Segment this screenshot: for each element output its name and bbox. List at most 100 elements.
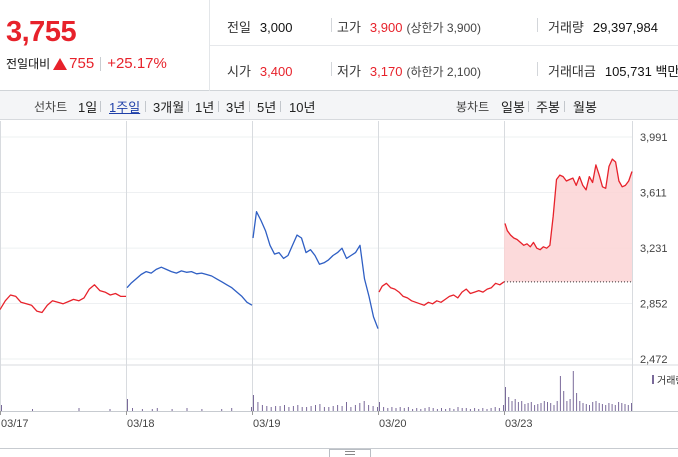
y-tick-label: 3,231 xyxy=(640,243,668,255)
volume-bar xyxy=(547,402,548,411)
low-value: 3,170 xyxy=(369,64,403,79)
high-value: 3,900 xyxy=(369,20,403,35)
divider xyxy=(528,101,529,112)
volume-bar xyxy=(486,409,488,411)
volume-bar xyxy=(461,408,463,411)
price-box: 3,755 전일대비 755 +25.17% xyxy=(0,0,210,91)
change-row: 전일대비 755 +25.17% xyxy=(6,55,167,72)
volume-bar xyxy=(553,405,555,411)
volume-bar xyxy=(608,403,610,411)
open-label: 시가 xyxy=(227,64,251,79)
volume-bar xyxy=(490,408,492,411)
divider xyxy=(564,101,565,112)
volume-bar xyxy=(474,408,476,411)
x-tick-label: 03/23 xyxy=(505,418,533,430)
y-tick-label: 3,611 xyxy=(640,188,667,200)
volume-bar xyxy=(424,408,426,411)
volume-bar xyxy=(387,408,389,411)
divider xyxy=(537,62,538,76)
volume-bar xyxy=(498,408,500,411)
change-percent: +25.17% xyxy=(107,55,167,72)
volume-bar xyxy=(503,405,504,411)
trade-value-stat: 거래대금 105,731 백만 xyxy=(548,61,678,80)
volume-bar xyxy=(132,408,133,411)
y-tick-label: 2,852 xyxy=(640,298,668,310)
period-3y[interactable]: 3년 xyxy=(226,100,246,115)
volume-bar xyxy=(156,408,158,411)
volume-bar xyxy=(428,407,430,411)
trade-value-label: 거래대금 xyxy=(548,64,596,79)
volume-bar xyxy=(566,401,568,411)
period-5y[interactable]: 5년 xyxy=(257,100,277,115)
volume-bar xyxy=(301,407,303,411)
volume-bar xyxy=(284,405,285,411)
volume-bar xyxy=(441,408,442,411)
volume-bar xyxy=(109,409,111,411)
candle-daily[interactable]: 일봉 xyxy=(501,100,525,115)
price-line-03/17 xyxy=(0,284,126,314)
prev-close-stat: 전일 3,000 xyxy=(227,17,292,36)
volume-bar xyxy=(621,403,623,411)
change-amount: 755 xyxy=(69,55,95,72)
period-1w[interactable]: 1주일 xyxy=(109,100,141,115)
price-line-03/18 xyxy=(126,266,253,306)
volume-bar xyxy=(465,408,467,411)
volume-bar xyxy=(297,405,299,411)
volume-bar xyxy=(346,402,347,411)
volume-bar xyxy=(407,407,409,411)
volume-bar xyxy=(266,406,268,411)
volume-bar xyxy=(391,407,393,411)
resize-handle[interactable] xyxy=(329,449,371,457)
period-10y[interactable]: 10년 xyxy=(289,100,316,115)
volume-bar xyxy=(319,404,321,411)
volume-bar xyxy=(598,403,600,411)
period-3m[interactable]: 3개월 xyxy=(153,100,185,115)
volume-bar xyxy=(341,406,343,411)
chart-toolbar: 선차트 1일 1주일 3개월 1년 3년 5년 10년 봉차트 일봉 주봉 월봉 xyxy=(0,91,678,120)
volume-bar xyxy=(585,404,587,411)
volume-bar xyxy=(618,402,620,411)
up-area-fill xyxy=(504,159,632,282)
volume-bar xyxy=(363,401,365,411)
low-label: 저가 xyxy=(337,64,361,79)
volume-bar xyxy=(527,403,529,411)
period-1d[interactable]: 1일 xyxy=(78,100,98,115)
volume-bar xyxy=(332,406,334,411)
price-line-03/20 xyxy=(378,281,505,306)
volume-bar xyxy=(420,409,422,411)
volume-bar xyxy=(359,403,361,411)
volume-stat: 거래량 29,397,984 xyxy=(548,17,658,36)
lower-limit: (하한가 2,100) xyxy=(406,65,481,79)
candle-weekly[interactable]: 주봉 xyxy=(536,100,560,115)
volume-bar xyxy=(432,408,434,411)
volume-bar xyxy=(257,402,259,411)
grip-icon xyxy=(345,451,355,455)
volume-bar xyxy=(32,409,33,411)
volume-bar xyxy=(251,407,252,411)
divider xyxy=(331,62,332,76)
volume-bar xyxy=(323,407,325,411)
volume-bar xyxy=(453,409,455,411)
price-chart: 3,991 3,611 3,231 2,852 2,472 거래량 03/17 03/18 03… xyxy=(0,121,678,449)
volume-bar xyxy=(537,404,539,411)
divider xyxy=(188,101,189,112)
volume-bar xyxy=(416,408,418,411)
volume-bar xyxy=(337,405,339,411)
candle-monthly[interactable]: 월봉 xyxy=(573,100,597,115)
trade-value-value: 105,731 백만 xyxy=(604,64,678,79)
volume-bar xyxy=(279,406,281,411)
volume-bar xyxy=(395,408,397,411)
volume-bar xyxy=(328,407,330,411)
volume-bar xyxy=(530,402,532,411)
change-label: 전일대비 xyxy=(6,57,51,71)
volume-bar xyxy=(589,405,590,411)
period-1y[interactable]: 1년 xyxy=(195,100,215,115)
volume-bar xyxy=(403,408,405,411)
volume-bar xyxy=(508,397,510,411)
line-chart-label: 선차트 xyxy=(34,100,68,114)
volume-bar xyxy=(368,405,370,411)
volume-bar xyxy=(306,407,308,411)
divider xyxy=(100,101,101,112)
high-stat: 고가 3,900 (상한가 3,900) xyxy=(337,17,481,36)
y-tick-label: 2,472 xyxy=(640,354,668,366)
